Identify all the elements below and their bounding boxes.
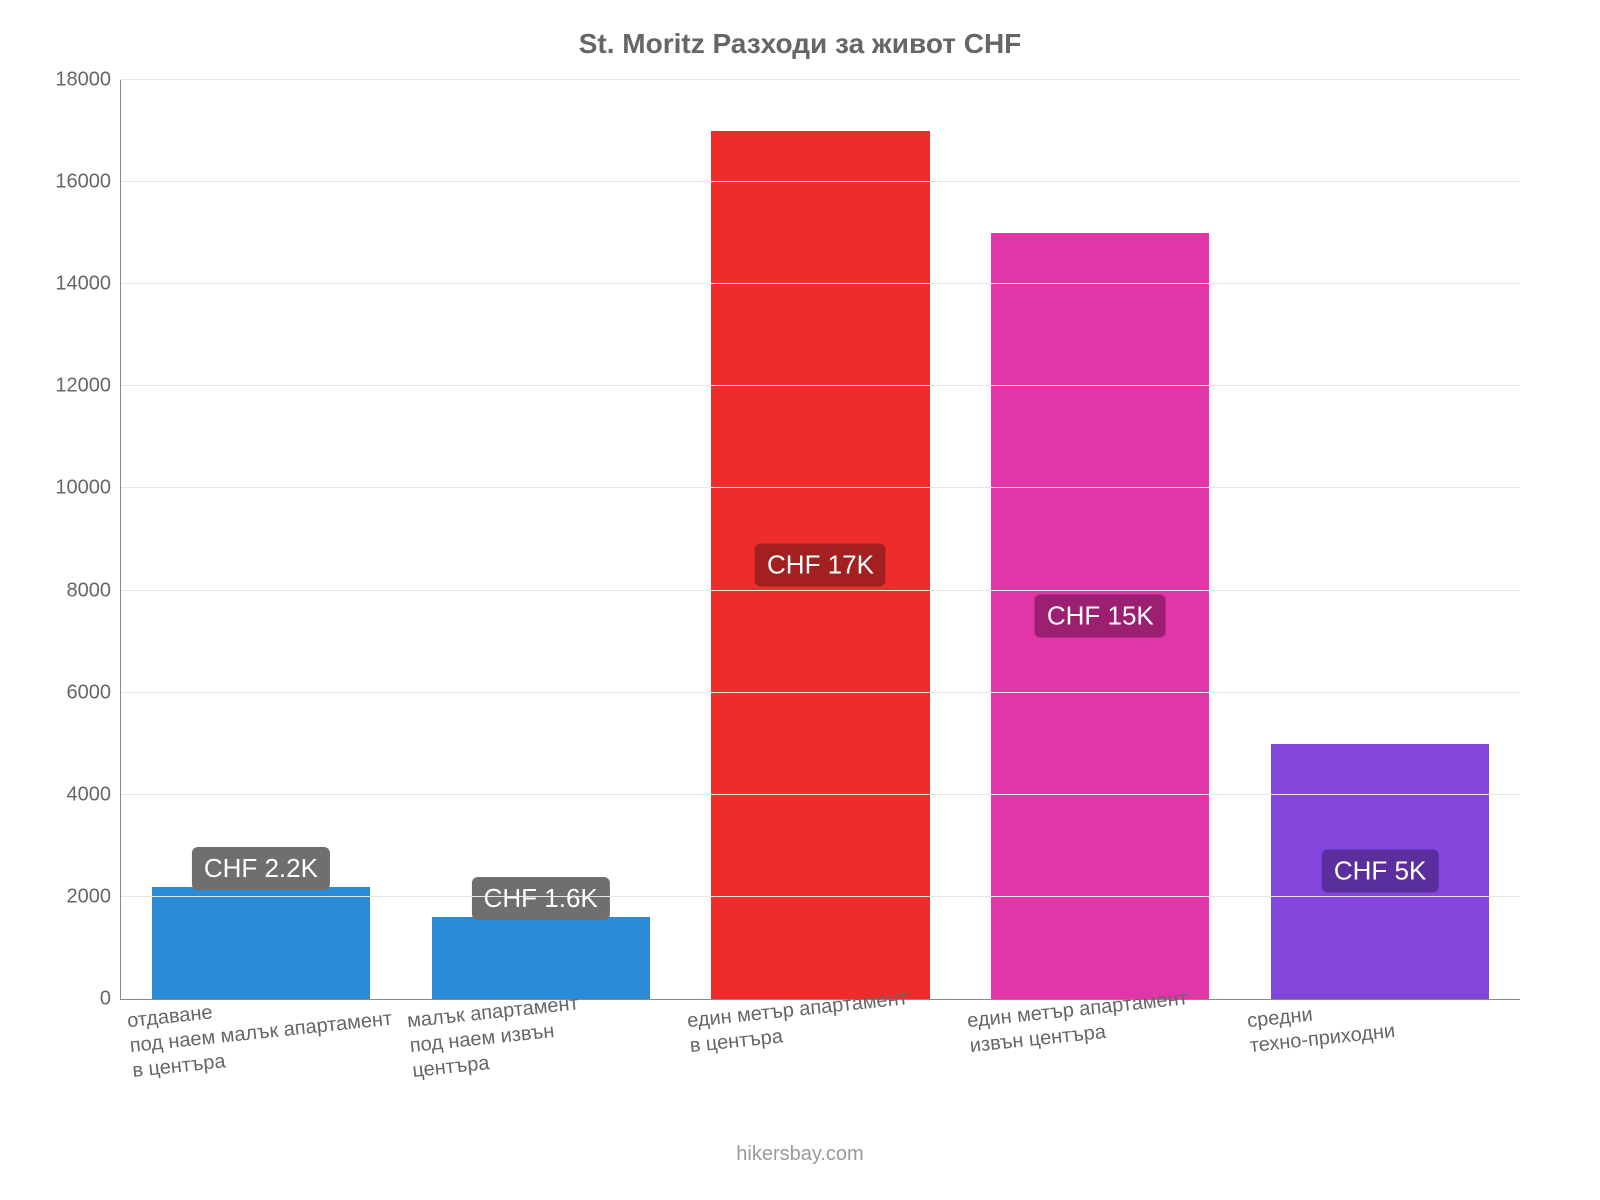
bar-slot: CHF 15K [960, 80, 1240, 999]
y-tick-label: 6000 [67, 681, 122, 704]
bar-value-label: CHF 17K [755, 544, 886, 587]
gridline [121, 794, 1520, 795]
y-tick-label: 14000 [55, 273, 121, 296]
bar: CHF 2.2K [152, 887, 370, 999]
bar: CHF 17K [711, 131, 929, 999]
gridline [121, 692, 1520, 693]
y-tick-label: 2000 [67, 885, 122, 908]
x-axis-labels: отдаване под наем малък апартамент в цен… [120, 1010, 1520, 1085]
chart-container: St. Moritz Разходи за живот CHF CHF 2.2K… [0, 0, 1600, 1200]
attribution-text: hikersbay.com [0, 1143, 1600, 1166]
bar: CHF 15K [991, 233, 1209, 999]
y-tick-label: 0 [100, 988, 121, 1011]
bar-slot: CHF 2.2K [121, 80, 401, 999]
gridline [121, 385, 1520, 386]
y-tick-label: 12000 [55, 375, 121, 398]
gridline [121, 896, 1520, 897]
y-tick-label: 10000 [55, 477, 121, 500]
bar-value-label: CHF 1.6K [472, 877, 610, 920]
y-tick-label: 18000 [55, 69, 121, 92]
gridline [121, 283, 1520, 284]
gridline [121, 181, 1520, 182]
bar-slot: CHF 17K [681, 80, 961, 999]
bar-slot: CHF 1.6K [401, 80, 681, 999]
gridline [121, 79, 1520, 80]
gridline [121, 590, 1520, 591]
bar-slot: CHF 5K [1240, 80, 1520, 999]
plot-area: CHF 2.2KCHF 1.6KCHF 17KCHF 15KCHF 5K 020… [120, 80, 1520, 1000]
bar: CHF 5K [1271, 744, 1489, 999]
bar-value-label: CHF 5K [1322, 850, 1438, 893]
y-tick-label: 8000 [67, 579, 122, 602]
y-tick-label: 16000 [55, 171, 121, 194]
chart-title: St. Moritz Разходи за живот CHF [0, 28, 1600, 60]
bar-value-label: CHF 2.2K [192, 847, 330, 890]
gridline [121, 487, 1520, 488]
y-tick-label: 4000 [67, 783, 122, 806]
bars-layer: CHF 2.2K CHF 1.6K CHF 17K CHF 15K CHF 5K [121, 80, 1520, 999]
bar-value-label: CHF 15K [1035, 595, 1166, 638]
